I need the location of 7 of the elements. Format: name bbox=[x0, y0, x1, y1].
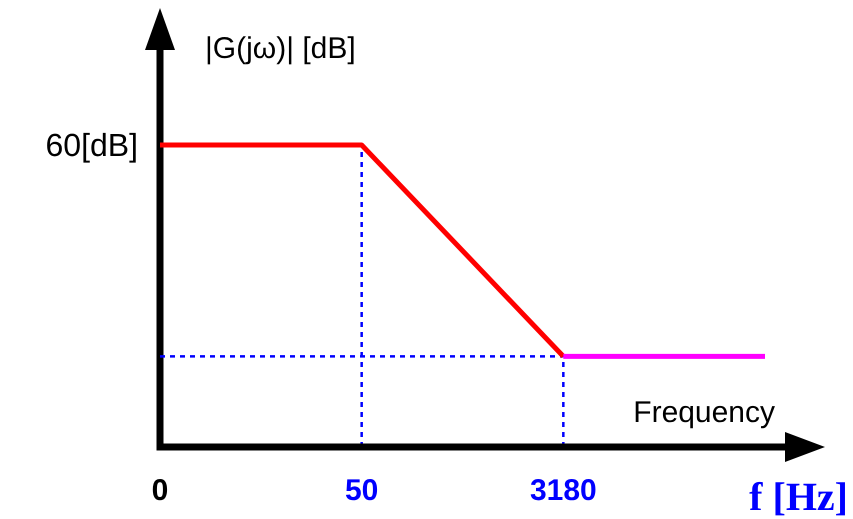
text: 60[dB] bbox=[45, 127, 138, 163]
x-tick-label: 3180 bbox=[530, 474, 597, 507]
y-axis-title: |G(jω)| [dB] bbox=[205, 32, 356, 65]
annotation: Frequency bbox=[633, 396, 775, 429]
x-tick-label: 0 bbox=[152, 474, 168, 507]
x-tick-label: 50 bbox=[344, 474, 378, 507]
x-axis-title: f [Hz] bbox=[749, 474, 848, 519]
